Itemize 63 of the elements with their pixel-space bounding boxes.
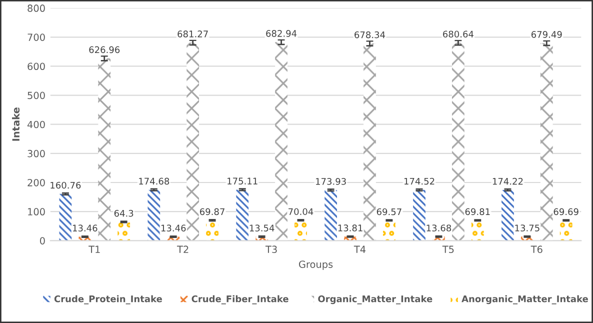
data-label: 69.69: [554, 208, 578, 216]
y-tick-label: 500: [28, 92, 45, 100]
x-tick-label: T2: [177, 246, 188, 253]
data-label: 13.75: [515, 224, 540, 232]
x-axis-title: Groups: [298, 260, 333, 270]
bar: [275, 42, 288, 241]
data-label: 69.57: [376, 208, 402, 216]
x-tick-label: T1: [88, 246, 100, 253]
bar: [452, 42, 464, 241]
data-label: 173.93: [316, 178, 346, 185]
bar: [98, 58, 111, 241]
legend-label: Crude_Fiber_Intake: [192, 295, 288, 304]
data-label: 678.34: [354, 31, 386, 38]
data-label: 160.76: [50, 182, 81, 189]
data-label: 174.68: [139, 178, 170, 185]
bar: [206, 220, 218, 241]
bar: [236, 190, 249, 241]
data-label: 174.52: [404, 178, 434, 185]
data-label: 13.54: [250, 224, 274, 232]
data-label: 13.81: [338, 224, 362, 232]
y-axis-title: Intake: [12, 108, 20, 141]
y-tick-label: 400: [27, 120, 45, 128]
bar: [540, 43, 553, 241]
bar: [294, 220, 307, 241]
bar: [148, 190, 160, 241]
data-label: 679.49: [531, 31, 562, 38]
data-label: 682.94: [266, 30, 297, 37]
data-label: 13.46: [72, 224, 98, 232]
bar: [413, 190, 426, 241]
bar: [364, 43, 376, 241]
bar: [59, 194, 72, 241]
data-label: 174.22: [492, 178, 523, 185]
data-label: 69.81: [465, 208, 490, 216]
legend-label: Crude_Protein_Intake: [54, 295, 162, 304]
bar: [324, 190, 337, 241]
legend-label: Anorganic_Matter_Intake: [462, 295, 588, 304]
x-tick-label: T3: [265, 246, 277, 254]
bar: [383, 220, 396, 241]
data-label: 69.87: [200, 208, 224, 216]
data-label: 64.3: [114, 210, 134, 217]
bar: [560, 220, 572, 241]
y-tick-label: 300: [28, 150, 45, 158]
data-label: 70.04: [288, 208, 314, 216]
bar: [186, 42, 200, 241]
y-tick-label: 600: [28, 62, 45, 70]
x-tick-label: T4: [354, 246, 366, 253]
bar: [471, 220, 484, 241]
data-label: 626.96: [89, 46, 120, 54]
data-label: 175.11: [228, 178, 258, 184]
data-label: 681.27: [178, 30, 208, 38]
data-label: 13.68: [426, 224, 452, 232]
bar: [118, 222, 130, 241]
bar: [502, 190, 514, 241]
y-tick-label: 0: [40, 237, 45, 244]
data-label: 13.46: [161, 224, 186, 232]
legend-label: Organic_Matter_Intake: [318, 295, 432, 304]
x-tick-label: T6: [530, 246, 542, 254]
y-tick-label: 800: [28, 4, 45, 12]
y-tick-label: 200: [28, 178, 45, 186]
y-tick-label: 100: [28, 208, 45, 216]
data-label: 680.64: [443, 30, 474, 38]
x-tick-label: T5: [442, 246, 454, 254]
y-tick-label: 700: [28, 34, 45, 41]
